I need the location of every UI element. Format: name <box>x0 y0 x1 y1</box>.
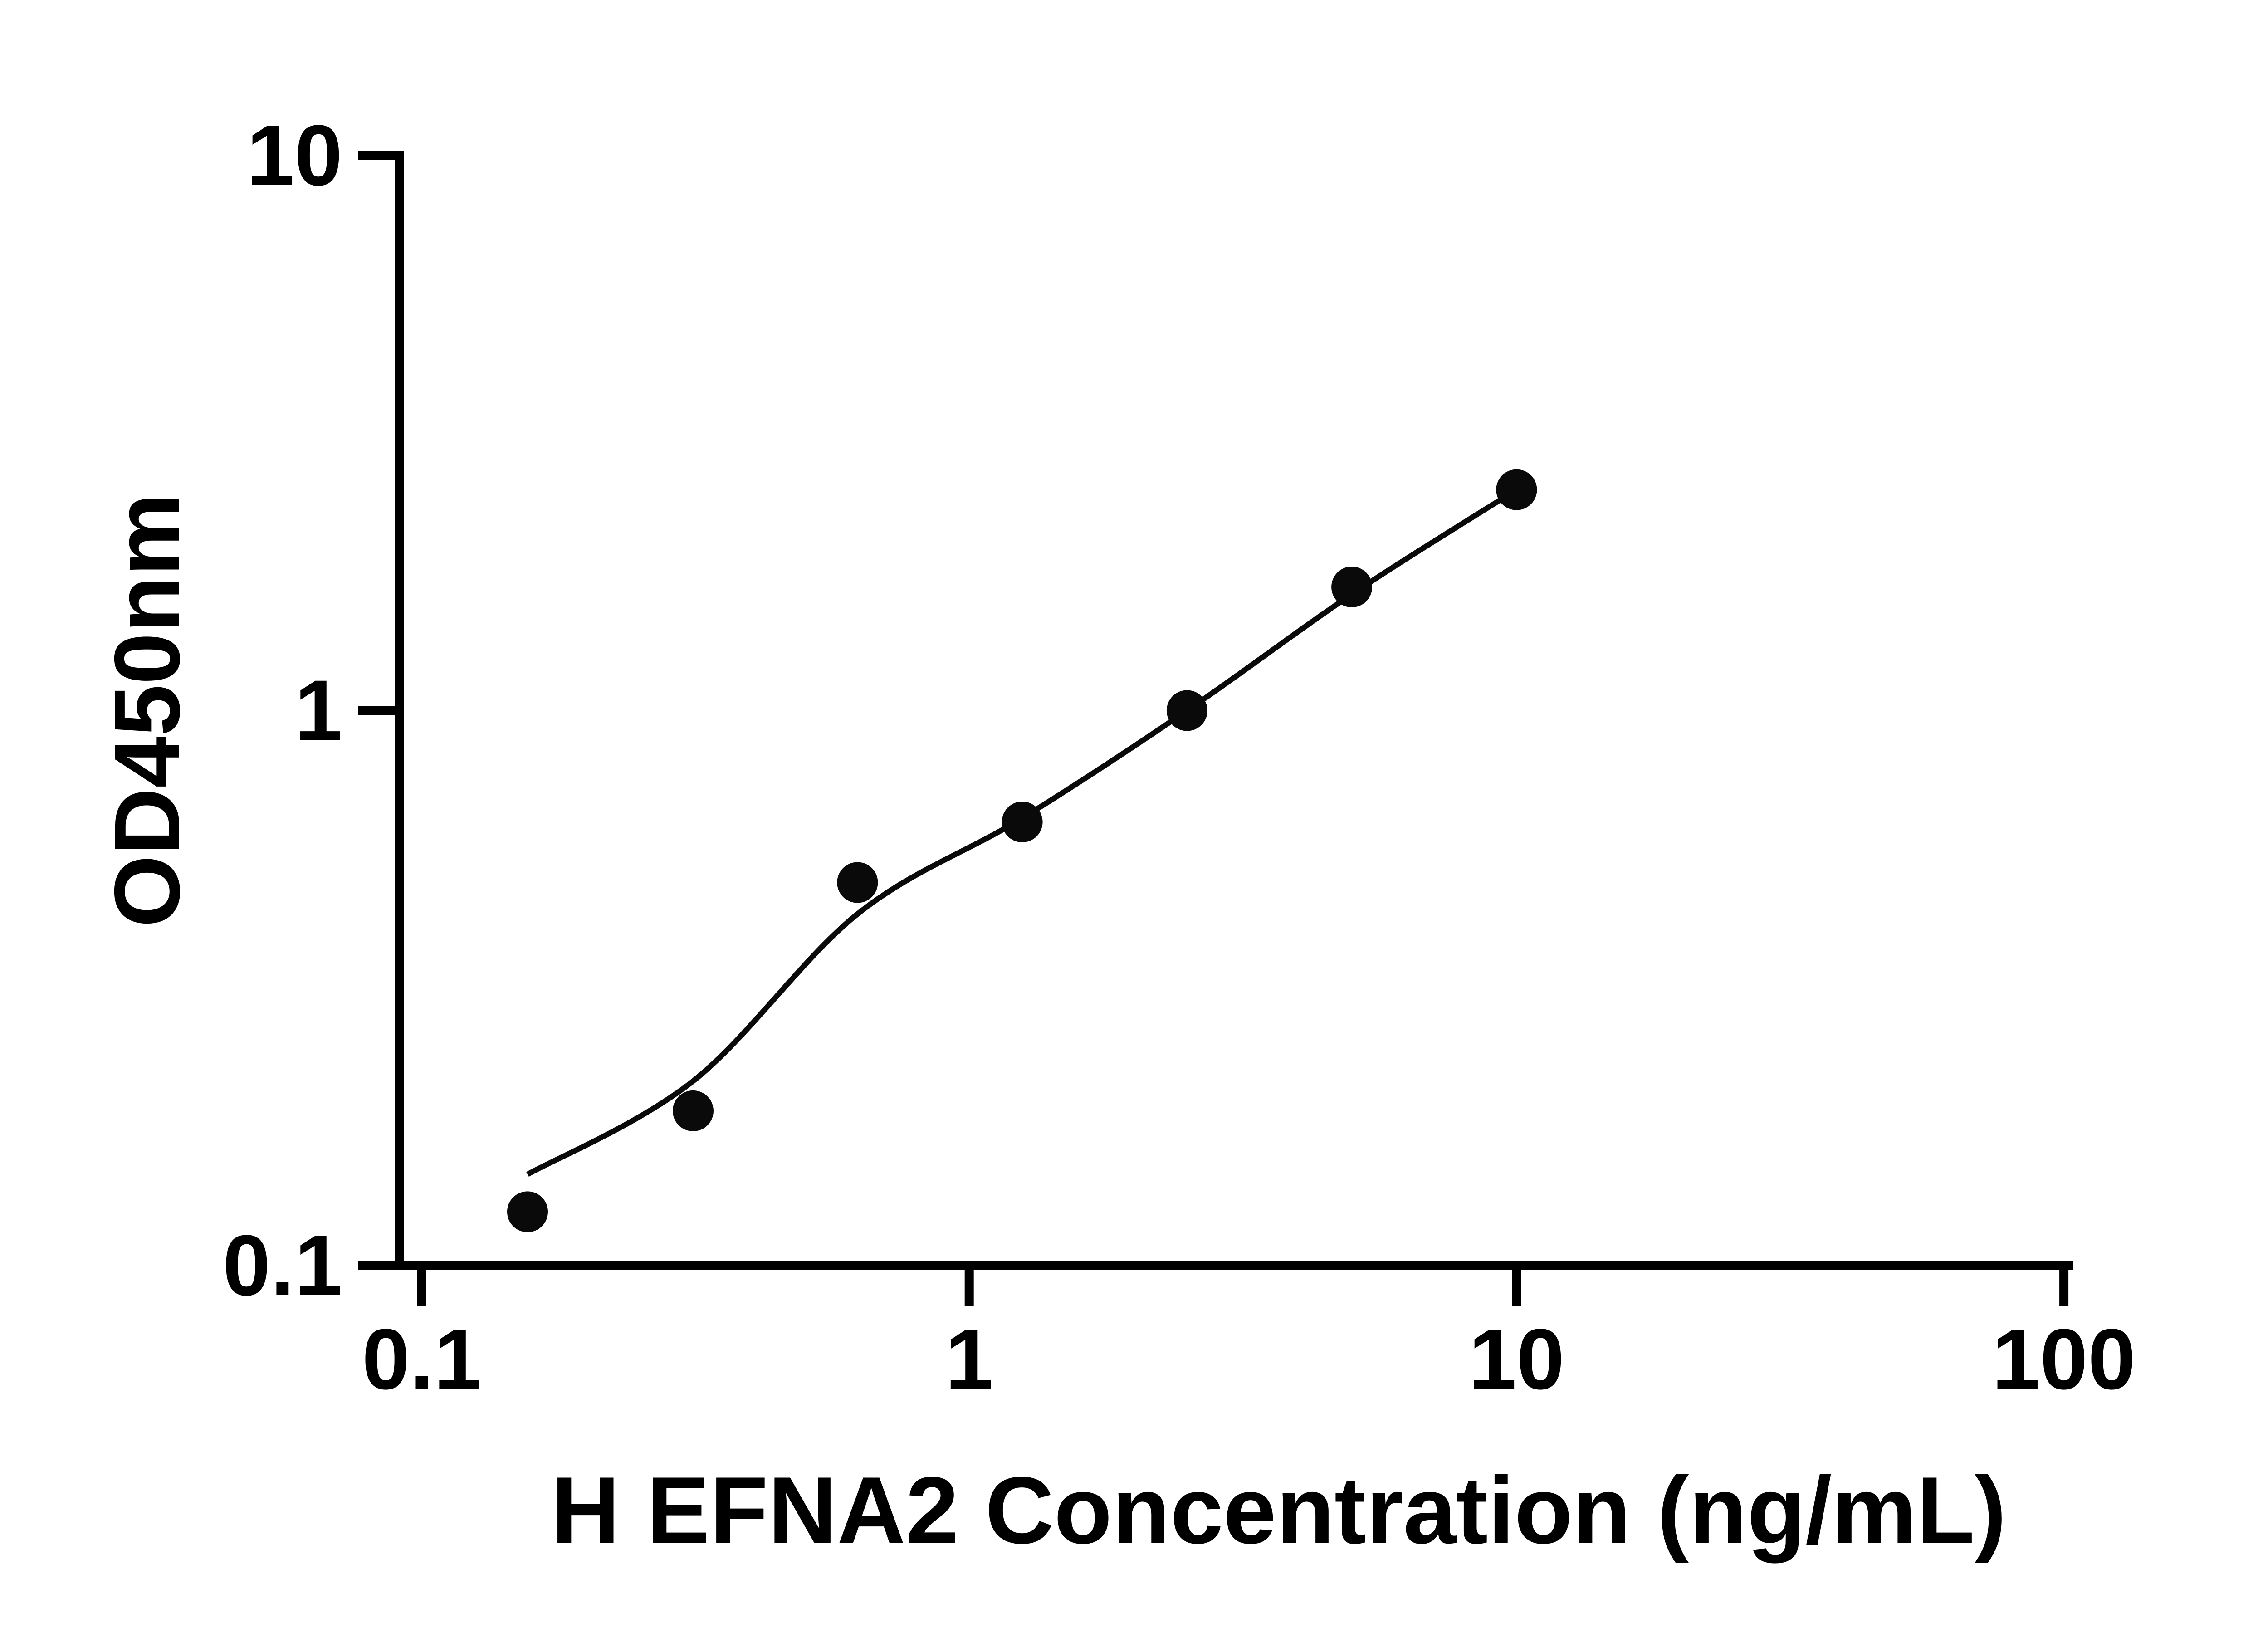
x-tick-label: 100 <box>1992 1311 2136 1408</box>
data-point <box>837 862 878 903</box>
y-tick-label: 10 <box>247 108 342 204</box>
x-axis-title: H EFNA2 Concentration (ng/mL) <box>551 1457 2007 1564</box>
data-point <box>673 1090 714 1131</box>
data-point <box>1331 567 1373 607</box>
x-tick-label: 1 <box>945 1311 993 1408</box>
data-point <box>1166 690 1207 731</box>
data-point <box>507 1191 548 1232</box>
x-tick-label: 0.1 <box>362 1311 482 1408</box>
data-point <box>1002 802 1043 842</box>
y-tick-label: 0.1 <box>223 1217 342 1314</box>
y-axis-title: OD450nm <box>95 493 199 928</box>
x-tick-label: 10 <box>1469 1311 1564 1408</box>
data-point <box>1496 469 1537 510</box>
y-tick-label: 1 <box>294 663 342 759</box>
